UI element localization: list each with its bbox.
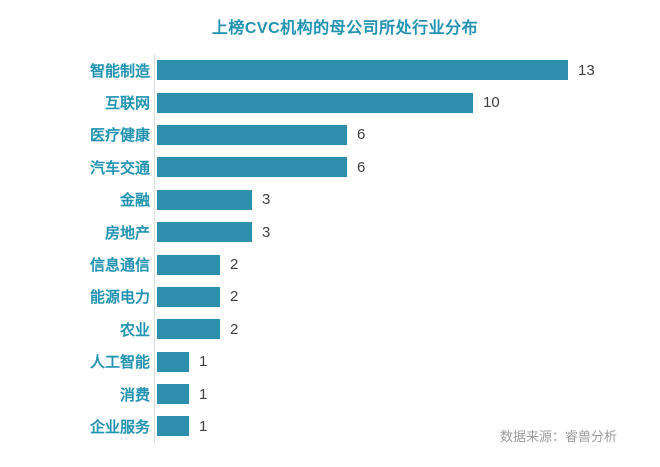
- bar: [157, 60, 568, 81]
- value-label: 6: [357, 158, 366, 176]
- category-label: 互联网: [104, 95, 150, 113]
- bar-track: 3: [154, 183, 271, 216]
- category-label: 智能制造: [89, 62, 150, 80]
- bar-row: 消费 1: [10, 377, 595, 411]
- bar: [157, 351, 189, 372]
- bar: [157, 384, 189, 405]
- bar-row: 智能制造 13: [10, 54, 595, 87]
- bar-track: 2: [154, 248, 239, 281]
- bar-row: 信息通信 2: [10, 248, 595, 281]
- bar: [157, 286, 220, 307]
- category-label: 金融: [119, 192, 150, 210]
- bar-track: 6: [154, 118, 366, 152]
- bar-row: 医疗健康 6: [10, 118, 595, 152]
- value-label: 2: [230, 288, 239, 306]
- category-label: 汽车交通: [89, 159, 150, 177]
- bar-track: 1: [154, 377, 208, 411]
- category-label: 人工智能: [89, 354, 150, 372]
- value-label: 6: [357, 126, 366, 144]
- bar-track: 3: [154, 215, 271, 249]
- chart-title: 上榜CVC机构的母公司所处行业分布: [211, 20, 479, 37]
- value-label: 3: [262, 223, 271, 241]
- category-label: 企业服务: [89, 418, 150, 436]
- category-label: 消费: [119, 386, 150, 404]
- bar-row: 汽车交通 6: [10, 151, 595, 184]
- bar: [157, 124, 347, 145]
- bar-track: 1: [154, 345, 208, 378]
- bar: [157, 254, 220, 275]
- bar-row: 农业 2: [10, 313, 595, 346]
- category-label: 医疗健康: [89, 127, 150, 145]
- bar-row: 能源电力 2: [10, 280, 595, 314]
- bar: [157, 222, 252, 243]
- value-label: 2: [230, 256, 239, 274]
- data-source-note: 数据来源：睿兽分析: [499, 429, 617, 444]
- bar-track: 1: [154, 410, 208, 443]
- value-label: 10: [483, 94, 500, 112]
- category-label: 农业: [119, 321, 150, 339]
- value-label: 3: [262, 191, 271, 209]
- value-label: 1: [199, 353, 208, 371]
- category-label: 信息通信: [89, 257, 150, 275]
- bar-row: 互联网 10: [10, 86, 595, 119]
- bar-track: 6: [154, 151, 366, 184]
- value-label: 13: [578, 61, 595, 79]
- bar: [157, 416, 189, 437]
- value-label: 1: [199, 385, 208, 403]
- value-label: 1: [199, 417, 208, 435]
- horizontal-bar-chart: 智能制造 13 互联网 10 医疗健康 6 汽车交通 6 金融 3 房地产 3 信息通信 2 能源电力 2 农业…: [10, 54, 595, 443]
- bar: [157, 189, 252, 210]
- category-label: 能源电力: [89, 289, 150, 307]
- bar-track: 13: [154, 54, 595, 87]
- bar-track: 2: [154, 313, 239, 346]
- bar-row: 人工智能 1: [10, 345, 595, 378]
- bar: [157, 92, 473, 113]
- bar-row: 房地产 3: [10, 215, 595, 249]
- bar: [157, 319, 220, 340]
- category-label: 房地产: [104, 224, 150, 242]
- bar-row: 企业服务 1: [10, 410, 595, 443]
- value-label: 2: [230, 320, 239, 338]
- bar-track: 2: [154, 280, 239, 314]
- bar-row: 金融 3: [10, 183, 595, 216]
- bar: [157, 157, 347, 178]
- bar-track: 10: [154, 86, 500, 119]
